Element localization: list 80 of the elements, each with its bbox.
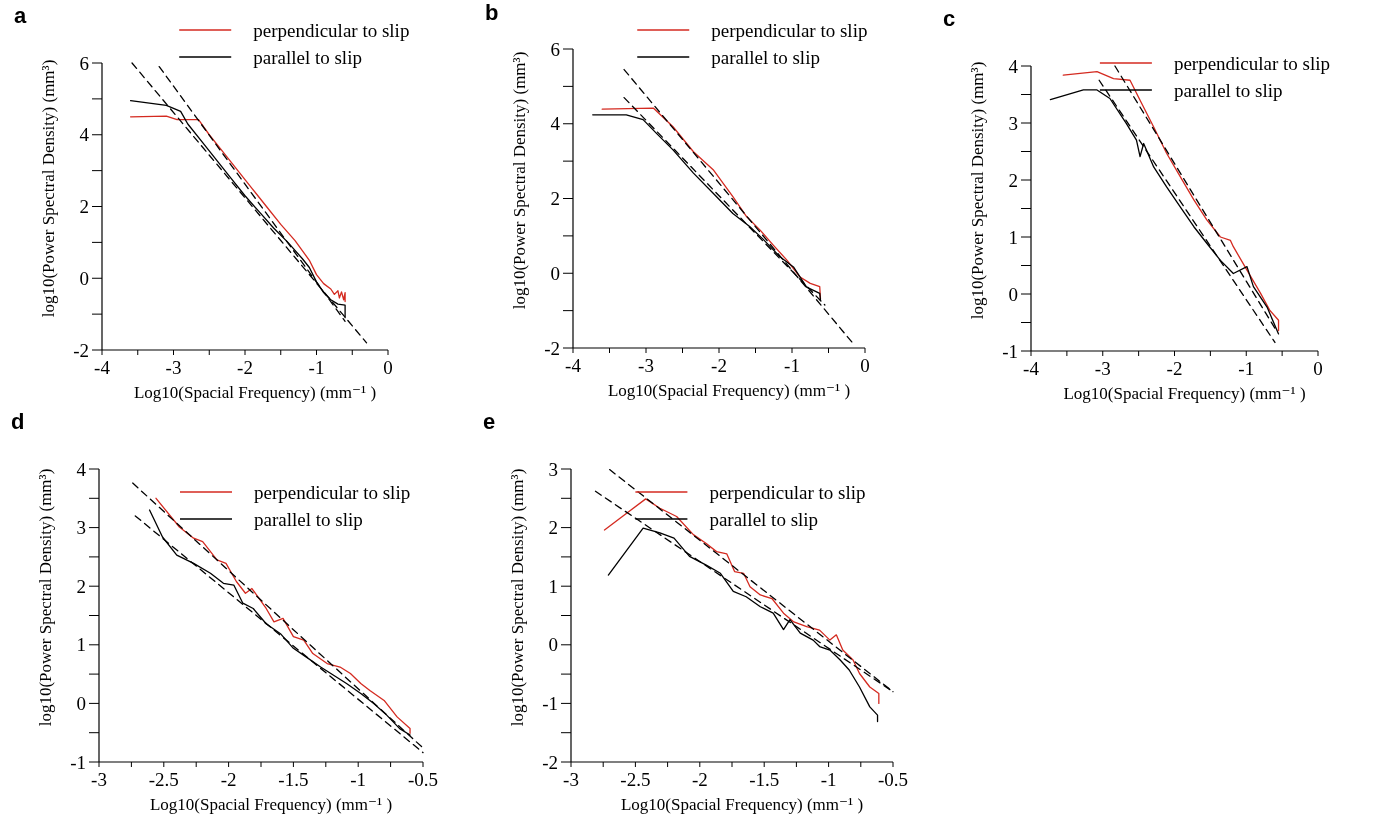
y-tick-label: -1 <box>542 693 558 715</box>
x-axis-title: Log10(Spacial Frequency) (mm⁻¹ ) <box>620 795 864 814</box>
y-tick-label: 2 <box>548 517 558 539</box>
x-tick-label: -0.5 <box>407 769 439 790</box>
legend-label: perpendicular to slip <box>253 19 410 41</box>
y-tick-label: 6 <box>79 52 89 74</box>
legend-label: parallel to slip <box>254 508 363 530</box>
x-axis-title: Log10(Spacial Frequency) (mm⁻¹ ) <box>133 383 377 402</box>
x-tick-label: -4 <box>1023 358 1040 379</box>
y-tick-label: 0 <box>76 693 86 715</box>
x-tick-label: -2 <box>711 355 727 376</box>
x-tick-label: -1 <box>308 357 325 378</box>
legend-label: perpendicular to slip <box>709 481 866 503</box>
y-tick-label: 3 <box>1008 112 1018 134</box>
y-tick-label: -2 <box>544 337 560 359</box>
y-axis-title: log10(Power Spectral Density) (mm³) <box>510 51 529 310</box>
x-tick-label: -1.5 <box>278 769 309 790</box>
x-tick-label: -4 <box>565 355 582 376</box>
x-tick-label: -3 <box>638 355 654 376</box>
y-axis-title: log10(Power Spectral Density) (mm³) <box>39 59 58 318</box>
chart-title: e <box>483 409 496 434</box>
chart-title: c <box>943 6 956 31</box>
y-tick-label: 4 <box>550 113 561 135</box>
x-tick-label: -4 <box>94 357 111 378</box>
x-tick-label: -1 <box>350 769 367 790</box>
x-tick-label: -1.5 <box>749 769 780 790</box>
y-tick-label: 4 <box>1008 55 1019 77</box>
y-tick-label: 0 <box>550 262 560 284</box>
y-tick-label: -2 <box>73 339 89 361</box>
x-tick-label: -2 <box>237 357 253 378</box>
x-axis-title: Log10(Spacial Frequency) (mm⁻¹ ) <box>607 381 851 400</box>
legend-label: parallel to slip <box>709 508 819 530</box>
y-axis-title: log10(Power Spectral Density) (mm³) <box>508 468 527 727</box>
x-tick-label: -2.5 <box>620 769 651 790</box>
x-tick-label: -2 <box>691 769 708 790</box>
x-tick-label: -2.5 <box>148 769 179 790</box>
y-tick-label: -1 <box>70 751 86 773</box>
legend-label: perpendicular to slip <box>1173 52 1331 74</box>
y-tick-label: 2 <box>550 188 560 210</box>
chart-title: b <box>485 0 499 25</box>
y-tick-label: 1 <box>76 634 86 656</box>
x-tick-label: -2 <box>220 769 237 790</box>
y-tick-label: 0 <box>79 267 89 289</box>
x-tick-label: -2 <box>1166 358 1183 379</box>
y-tick-label: 2 <box>79 196 89 218</box>
legend-label: parallel to slip <box>1173 79 1283 101</box>
x-tick-label: -1 <box>1238 358 1255 379</box>
y-tick-label: 0 <box>1008 283 1018 305</box>
chart-title: d <box>11 409 25 434</box>
chart-title: a <box>14 3 27 28</box>
y-tick-label: 4 <box>79 124 90 146</box>
x-axis-title: Log10(Spacial Frequency) (mm⁻¹ ) <box>149 795 393 814</box>
x-tick-label: -3 <box>1094 358 1111 379</box>
y-tick-label: 2 <box>1008 169 1018 191</box>
y-tick-label: 1 <box>548 575 558 597</box>
y-tick-label: 4 <box>76 458 87 480</box>
legend-label: parallel to slip <box>711 46 820 68</box>
y-tick-label: 1 <box>1008 226 1018 248</box>
x-tick-label: 0 <box>860 355 870 376</box>
x-tick-label: -3 <box>91 769 107 790</box>
x-tick-label: -1 <box>784 355 800 376</box>
x-axis-title: Log10(Spacial Frequency) (mm⁻¹ ) <box>1063 384 1306 403</box>
y-tick-label: -2 <box>542 751 558 773</box>
x-tick-label: -0.5 <box>877 769 909 790</box>
x-tick-label: -3 <box>165 357 182 378</box>
x-tick-label: -3 <box>563 769 579 790</box>
legend-label: perpendicular to slip <box>254 481 411 503</box>
x-tick-label: -1 <box>820 769 837 790</box>
y-axis-title: log10(Power Spectral Density) (mm³) <box>36 468 55 727</box>
y-tick-label: 3 <box>548 458 558 480</box>
y-tick-label: 0 <box>548 634 558 656</box>
y-tick-label: 2 <box>76 575 86 597</box>
legend-label: perpendicular to slip <box>711 19 868 41</box>
x-tick-label: 0 <box>383 357 393 378</box>
x-tick-label: 0 <box>1313 358 1323 379</box>
y-tick-label: -1 <box>1002 340 1018 362</box>
y-tick-label: 6 <box>550 38 560 60</box>
legend-label: parallel to slip <box>253 46 362 68</box>
y-tick-label: 3 <box>76 517 86 539</box>
y-axis-title: log10(Power Spectral Density) (mm³) <box>968 61 987 320</box>
